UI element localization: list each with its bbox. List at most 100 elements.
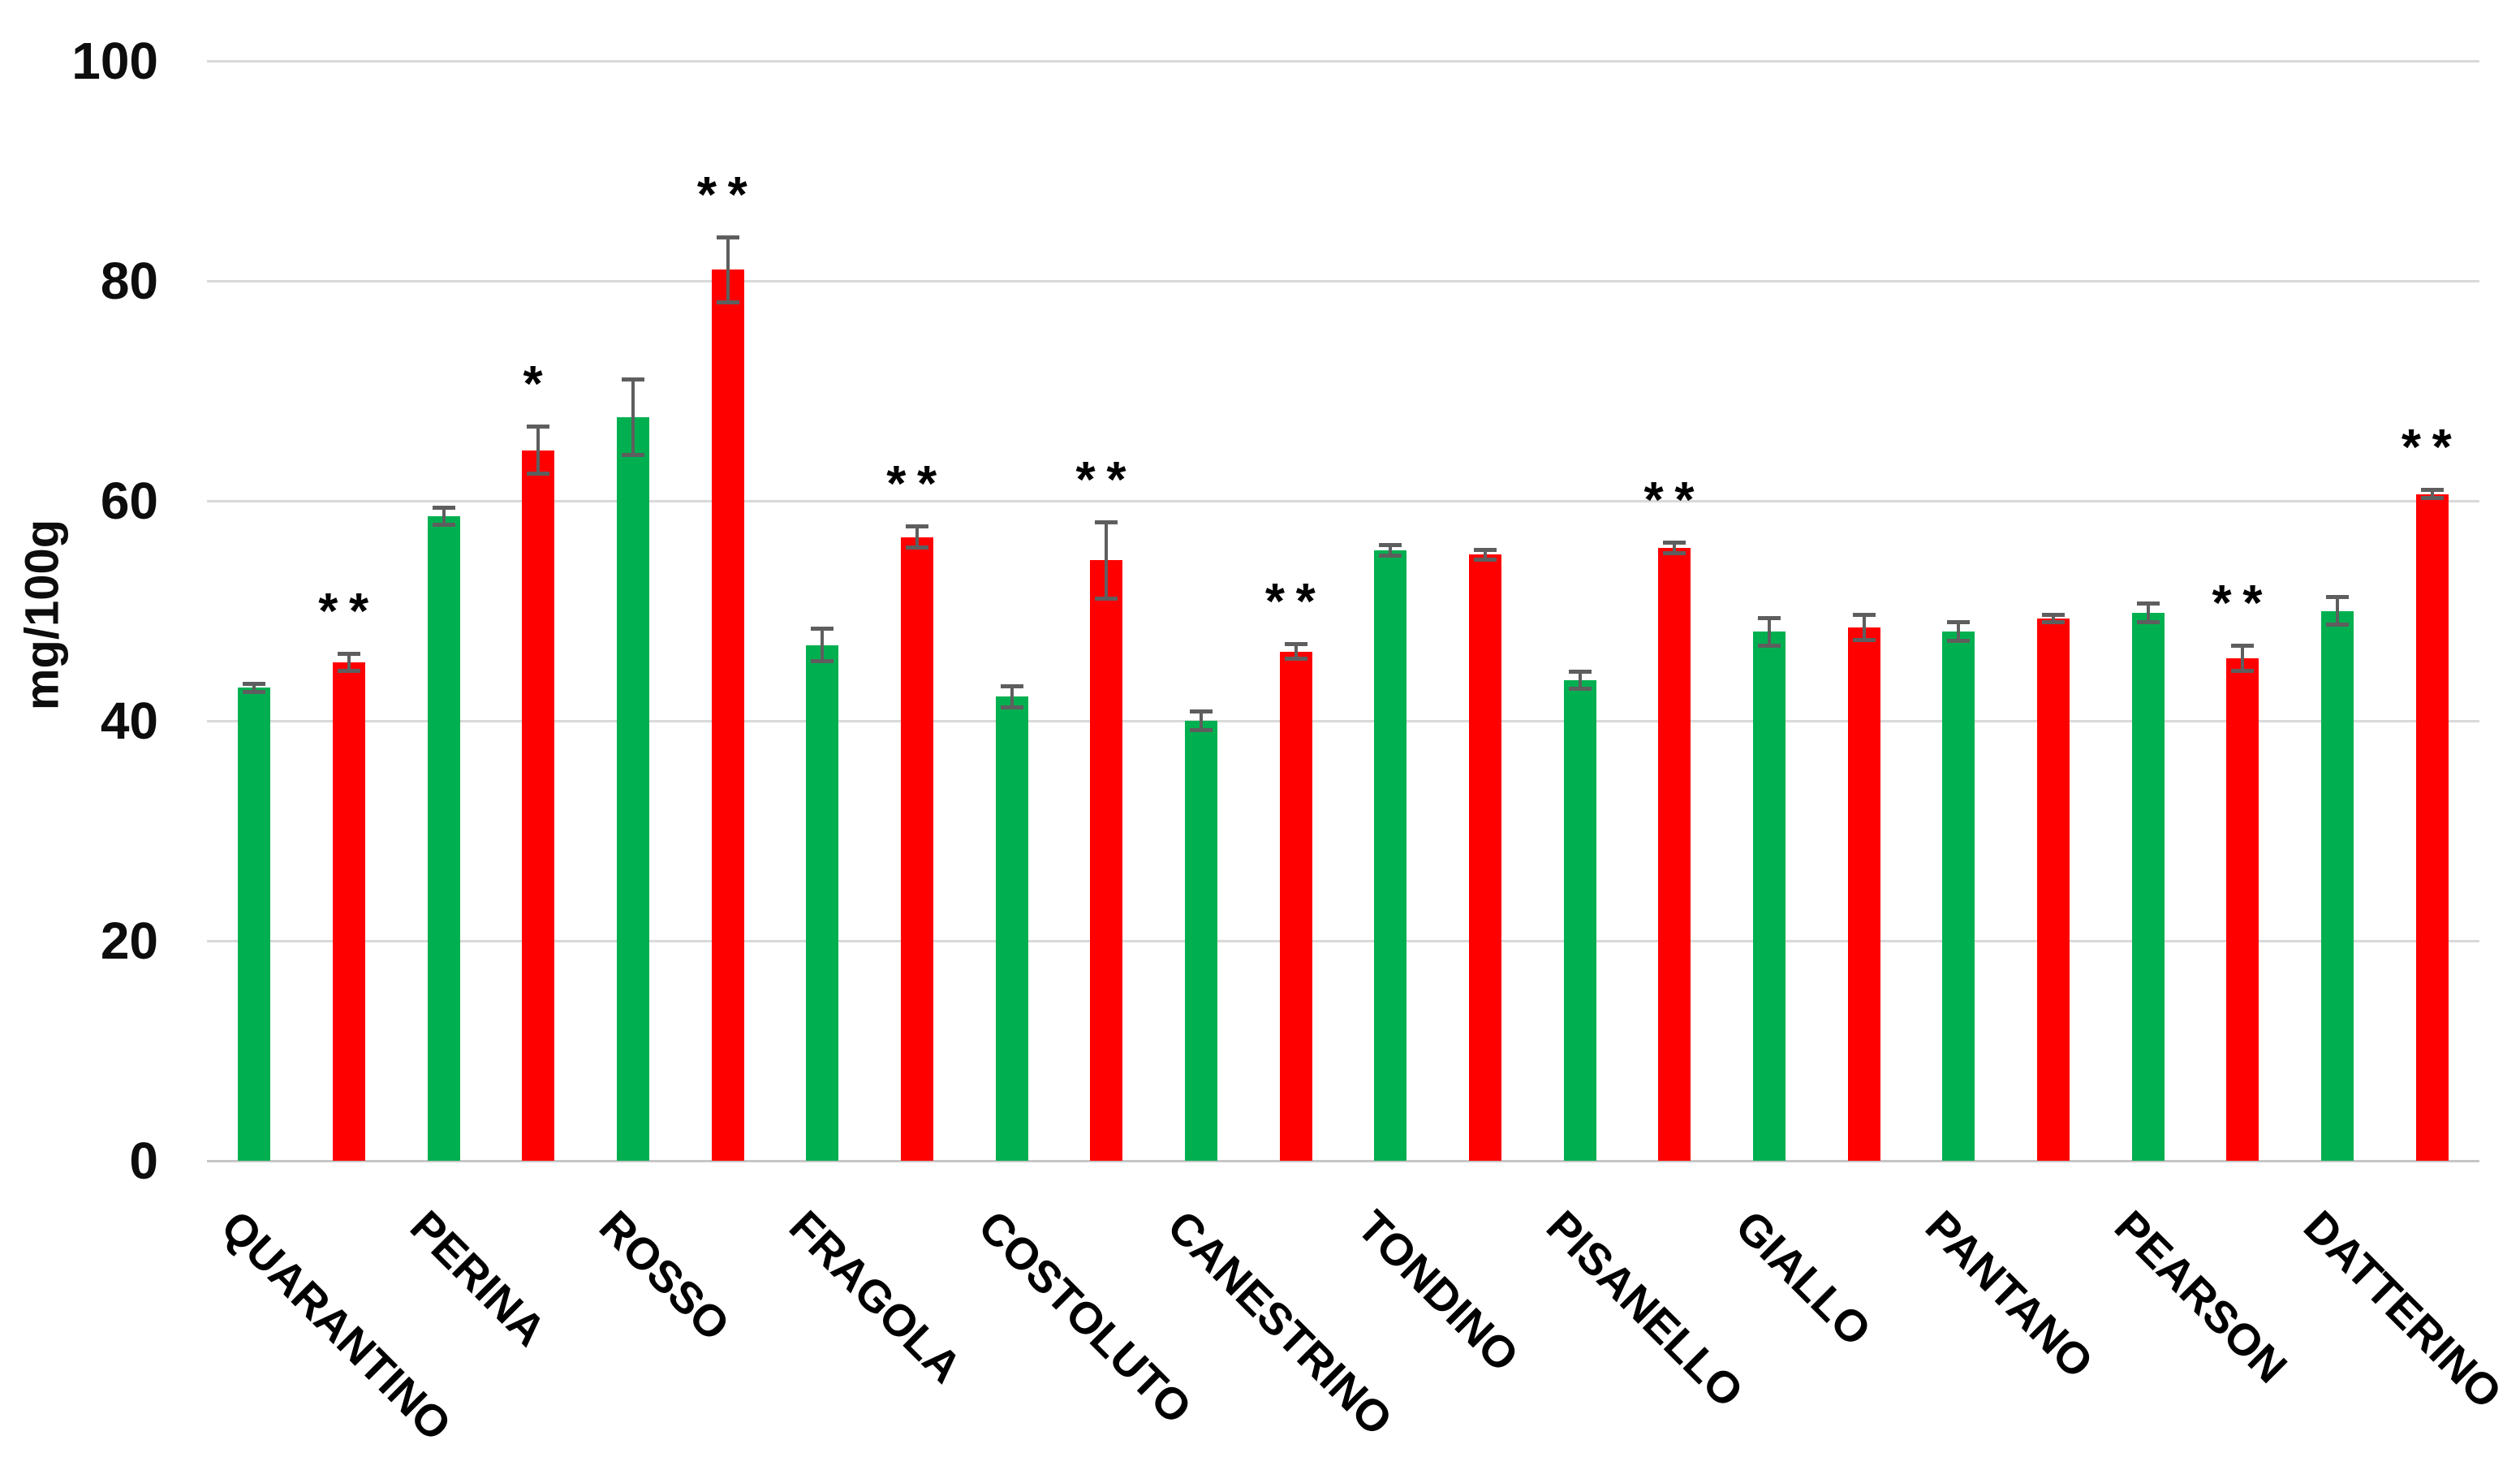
x-category-label: PEARSON [2104,1201,2298,1393]
error-bar-cap-top [1095,519,1118,524]
y-tick-label: 80 [100,252,158,310]
error-bar-cap-top [2136,601,2160,606]
bar-quarantino-red [333,662,365,1161]
x-category-label: FRAGOLA [779,1201,971,1393]
bar-costoluto-green [995,696,1028,1161]
significance-label: ** [2401,420,2463,476]
error-bar [1010,685,1014,708]
bar-tondino-red [1469,554,1501,1161]
error-bar [252,683,256,692]
bar-fragola-red [901,537,933,1161]
error-bar-cap-bottom [338,669,360,674]
bar-canestrino-red [1279,651,1312,1161]
error-bar [1200,710,1203,731]
error-bar-cap-top [1758,615,1781,620]
error-bar-cap-top [527,424,550,429]
bar-datterino-green [2321,610,2354,1161]
error-bar [2052,614,2055,623]
error-bar-cap-top [716,235,739,239]
gridline [207,280,2479,282]
error-bar-cap-top [2231,643,2255,648]
error-bar-cap-bottom [527,472,550,476]
error-bar [1484,549,1487,561]
error-bar [2241,645,2245,672]
error-bar [1105,521,1109,599]
error-bar-cap-bottom [716,300,739,305]
bar-tondino-green [1374,550,1407,1161]
error-bar-cap-bottom [2136,620,2160,625]
significance-label: ** [1643,472,1706,529]
error-bar-cap-bottom [1947,639,1971,644]
error-bar [1957,622,1961,642]
error-bar-cap-bottom [432,522,455,527]
x-category-label: ROSSO [590,1201,740,1351]
bar-canestrino-green [1185,721,1217,1161]
error-bar-cap-bottom [1000,705,1023,709]
error-bar-cap-top [1852,612,1876,617]
bar-rosso-green [617,417,649,1161]
bar-pearson-green [2131,613,2165,1161]
x-category-label: PANTANO [1915,1201,2103,1388]
error-bar [536,425,541,475]
y-tick-label: 60 [100,472,158,530]
bar-pearson-red [2226,657,2259,1161]
error-bar [1389,545,1393,556]
error-bar [821,628,825,662]
error-bar [2430,489,2434,499]
error-bar-cap-bottom [1663,551,1686,556]
gridline [207,720,2479,722]
error-bar [347,653,351,672]
gridline [207,60,2479,63]
error-bar-cap-top [2420,488,2444,493]
error-bar [1294,644,1298,660]
x-axis-baseline [207,1160,2479,1162]
error-bar-cap-bottom [2420,496,2444,501]
error-bar [442,507,446,525]
error-bar [915,526,919,549]
error-bar-cap-bottom [1474,558,1497,563]
error-bar-cap-bottom [1095,596,1118,601]
error-bar [1768,617,1771,646]
gridline [207,940,2479,942]
y-tick-label: 40 [100,692,158,750]
error-bar [1862,614,1866,641]
error-bar-cap-bottom [1284,657,1307,662]
error-bar-cap-top [906,524,928,529]
error-bar-cap-bottom [2326,623,2349,627]
bar-datterino-red [2415,494,2449,1161]
error-bar-cap-top [1947,620,1971,625]
gridline [207,500,2479,502]
significance-label: * [523,356,554,412]
y-axis-title: mg/100g [15,519,69,711]
bar-rosso-red [711,269,744,1161]
error-bar-cap-bottom [1568,686,1592,691]
y-tick-label: 20 [100,912,158,970]
error-bar-cap-top [243,681,266,686]
error-bar-cap-top [1190,709,1213,713]
bar-giallo-red [1847,627,1880,1161]
error-bar-cap-top [622,377,644,382]
x-category-label: DATTERINO [2294,1201,2513,1419]
error-bar [631,378,635,456]
error-bar [1578,671,1582,689]
bar-perina-red [522,450,555,1161]
bar-perina-green [427,515,460,1161]
error-bar-cap-bottom [811,658,834,663]
error-bar-cap-top [432,506,455,511]
bar-pisanello-red [1658,548,1691,1161]
error-bar-cap-bottom [1852,638,1876,643]
error-bar-cap-bottom [622,453,644,458]
significance-label: ** [886,456,948,513]
error-bar-cap-bottom [1190,728,1213,733]
error-bar-cap-bottom [2042,620,2065,625]
y-tick-label: 100 [71,32,158,90]
error-bar-cap-top [811,627,834,632]
y-tick-label: 0 [129,1132,158,1190]
error-bar-cap-bottom [906,545,928,550]
x-category-label: GIALLO [1726,1201,1881,1356]
bar-pantano-green [1942,632,1975,1161]
bar-pisanello-green [1563,679,1596,1161]
error-bar [2336,596,2339,626]
error-bar [1673,542,1677,554]
x-category-label: PERINA [400,1201,556,1356]
